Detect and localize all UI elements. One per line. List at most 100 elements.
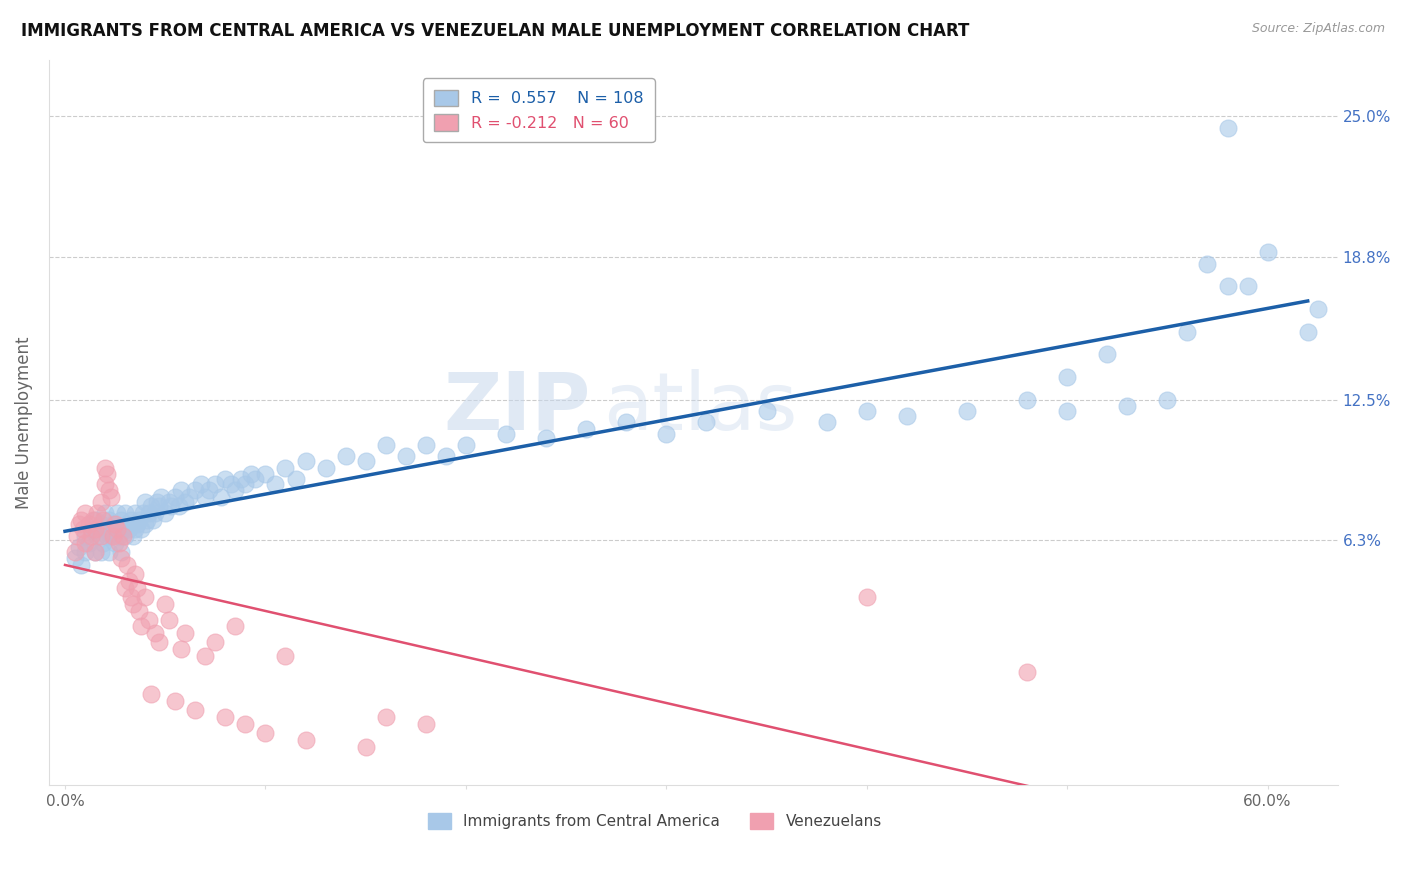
Text: ZIP: ZIP [443, 368, 591, 447]
Point [198, 483, 221, 498]
Point [104, 535, 127, 549]
Point [184, 703, 207, 717]
Point [63, 551, 86, 566]
Point [124, 506, 146, 520]
Point [956, 404, 979, 418]
Point [240, 467, 263, 482]
Point [115, 558, 138, 573]
Point [94, 522, 117, 536]
Point [124, 522, 146, 536]
Point [100, 490, 122, 504]
Point [896, 409, 918, 423]
Point [194, 490, 217, 504]
Point [127, 517, 149, 532]
Y-axis label: Male Unemployment: Male Unemployment [15, 336, 32, 508]
Point [1156, 392, 1178, 407]
Point [134, 590, 156, 604]
Point [755, 404, 778, 418]
Point [1056, 370, 1078, 384]
Point [165, 490, 187, 504]
Point [415, 717, 437, 731]
Point [235, 476, 257, 491]
Point [118, 522, 141, 536]
Point [84, 544, 107, 558]
Point [254, 726, 277, 740]
Point [115, 517, 138, 532]
Point [374, 710, 396, 724]
Point [118, 574, 141, 588]
Point [98, 544, 121, 558]
Point [94, 476, 117, 491]
Point [72, 522, 94, 536]
Point [245, 472, 267, 486]
Point [141, 500, 163, 514]
Point [204, 476, 226, 491]
Point [91, 535, 114, 549]
Text: IMMIGRANTS FROM CENTRAL AMERICA VS VENEZUELAN MALE UNEMPLOYMENT CORRELATION CHAR: IMMIGRANTS FROM CENTRAL AMERICA VS VENEZ… [21, 22, 970, 40]
Point [132, 506, 155, 520]
Point [294, 732, 316, 747]
Point [67, 517, 90, 532]
Point [224, 483, 246, 498]
Point [143, 506, 166, 520]
Point [815, 415, 838, 429]
Point [354, 739, 377, 754]
Point [194, 648, 217, 663]
Point [128, 603, 150, 617]
Point [155, 597, 177, 611]
Point [148, 635, 170, 649]
Point [108, 529, 131, 543]
Point [150, 490, 173, 504]
Point [120, 590, 142, 604]
Point [101, 517, 124, 532]
Point [73, 529, 96, 543]
Point [104, 517, 127, 532]
Point [157, 494, 180, 508]
Point [155, 506, 177, 520]
Text: atlas: atlas [603, 368, 797, 447]
Point [165, 694, 187, 708]
Point [105, 506, 128, 520]
Point [129, 619, 152, 633]
Point [101, 529, 124, 543]
Point [148, 500, 170, 514]
Point [1257, 245, 1279, 260]
Point [98, 483, 121, 498]
Point [434, 450, 457, 464]
Point [112, 522, 135, 536]
Point [1306, 301, 1329, 316]
Point [96, 529, 118, 543]
Point [374, 438, 396, 452]
Point [114, 506, 136, 520]
Point [204, 635, 226, 649]
Point [160, 500, 183, 514]
Point [1216, 279, 1239, 293]
Point [141, 687, 163, 701]
Point [122, 529, 145, 543]
Point [108, 535, 131, 549]
Point [1197, 257, 1219, 271]
Point [84, 522, 107, 536]
Point [264, 476, 287, 491]
Point [90, 544, 112, 558]
Point [174, 494, 197, 508]
Point [614, 415, 637, 429]
Point [86, 529, 108, 543]
Point [395, 450, 418, 464]
Point [214, 472, 236, 486]
Point [138, 506, 160, 520]
Point [84, 544, 107, 558]
Point [170, 483, 193, 498]
Point [1216, 120, 1239, 135]
Point [73, 535, 96, 549]
Point [124, 567, 146, 582]
Point [1116, 400, 1139, 414]
Point [70, 513, 93, 527]
Point [855, 590, 877, 604]
Point [86, 506, 108, 520]
Point [254, 467, 277, 482]
Point [134, 517, 156, 532]
Point [1177, 325, 1199, 339]
Point [127, 581, 149, 595]
Point [655, 426, 678, 441]
